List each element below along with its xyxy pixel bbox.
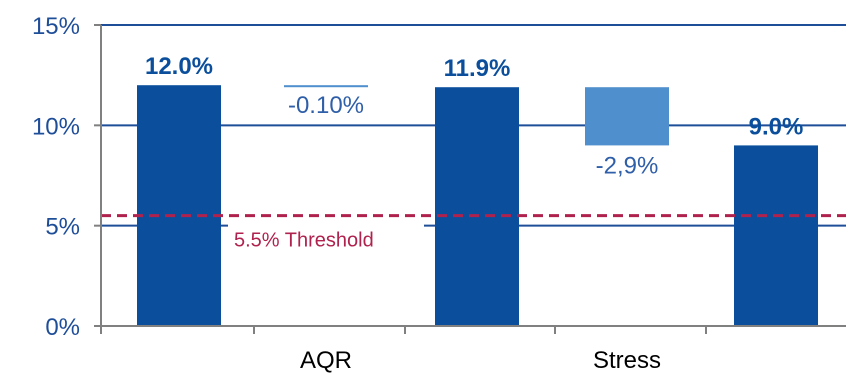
threshold-label: 5.5% Threshold — [234, 230, 374, 252]
bar-1 — [137, 85, 221, 326]
threshold-group: 5.5% Threshold — [101, 214, 846, 254]
y-tick-label: 15% — [32, 13, 80, 40]
bar-5 — [734, 145, 818, 326]
threshold-label-background — [228, 223, 424, 254]
data-label-2: -0.10% — [288, 92, 364, 119]
bar-2 — [284, 85, 368, 88]
bar-3 — [435, 87, 519, 326]
data-label-3: 11.9% — [444, 55, 511, 82]
x-tick-label: Stress — [593, 347, 661, 374]
labels: 12.0% -0.10% 11.9% -2,9% 9.0% — [145, 53, 803, 179]
x-tick-label: AQR — [300, 347, 352, 374]
y-tick-label: 0% — [45, 314, 80, 341]
data-label-5: 9.0% — [749, 113, 804, 140]
axes: 0% 5% 10% 15% AQR Stress — [32, 13, 846, 374]
bars — [137, 85, 818, 326]
y-tick-label: 5% — [45, 214, 80, 241]
data-label-4: -2,9% — [596, 152, 659, 179]
data-label-1: 12.0% — [145, 53, 213, 80]
bar-4 — [585, 87, 669, 146]
y-tick-label: 10% — [32, 113, 80, 140]
